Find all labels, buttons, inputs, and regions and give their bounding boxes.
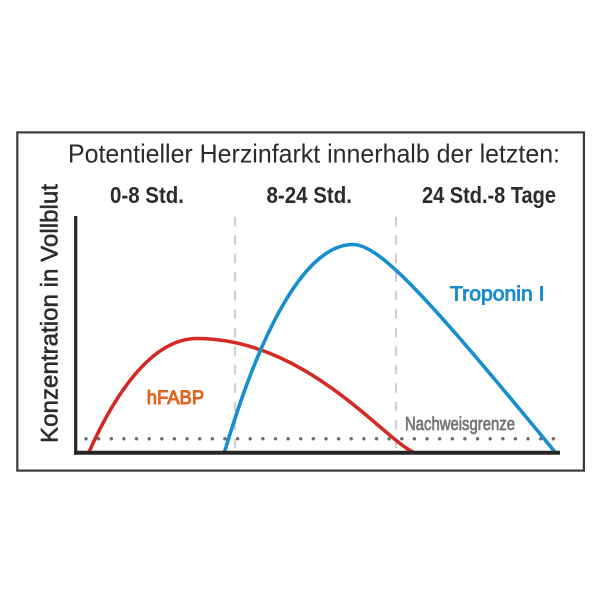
svg-text:Nachweisgrenze: Nachweisgrenze bbox=[405, 414, 515, 434]
svg-text:Konzentration in Vollblut: Konzentration in Vollblut bbox=[37, 184, 64, 443]
svg-text:8-24 Std.: 8-24 Std. bbox=[267, 182, 353, 208]
svg-text:0-8 Std.: 0-8 Std. bbox=[110, 182, 184, 208]
svg-text:Troponin I: Troponin I bbox=[450, 283, 545, 306]
svg-text:24 Std.-8 Tage: 24 Std.-8 Tage bbox=[422, 182, 556, 208]
svg-text:hFABP: hFABP bbox=[147, 387, 204, 409]
svg-text:Potentieller Herzinfarkt inner: Potentieller Herzinfarkt innerhalb der l… bbox=[68, 141, 560, 169]
